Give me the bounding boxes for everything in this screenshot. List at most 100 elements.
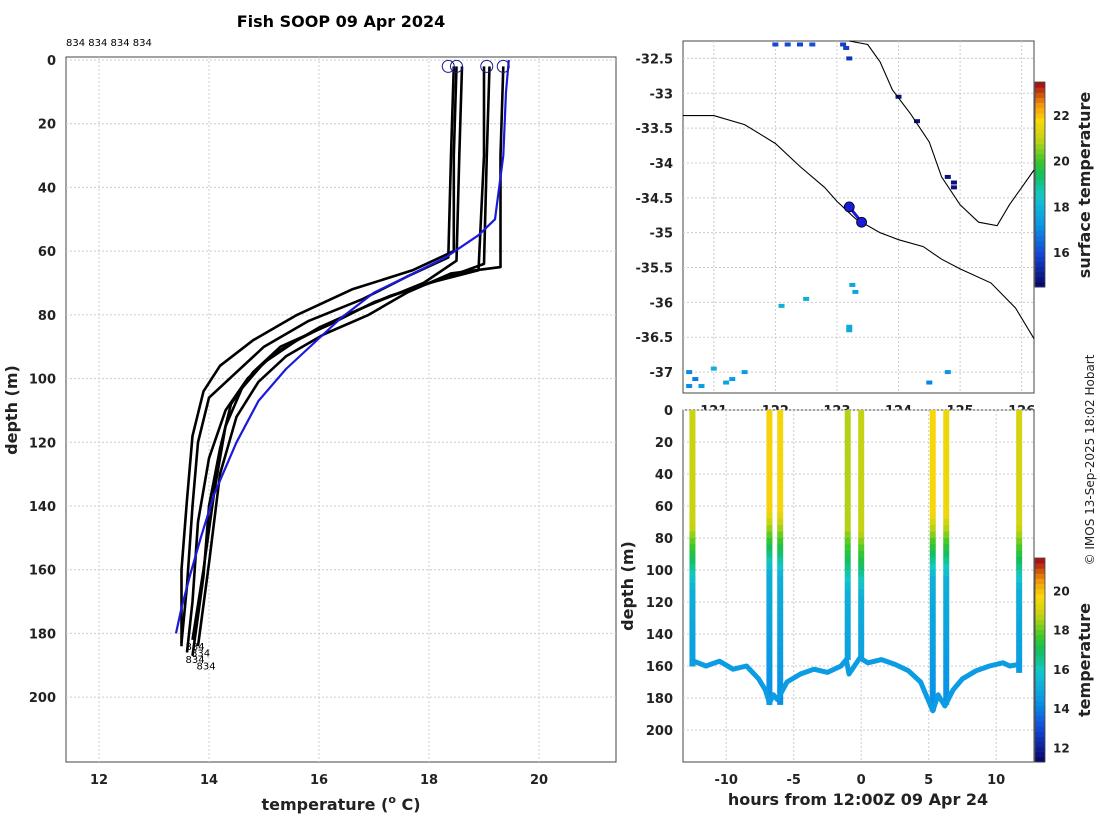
section-cast-segment (777, 557, 784, 565)
section-cast-segment (1016, 563, 1023, 571)
section-cast-segment (929, 582, 936, 590)
section-colorbar-swatch (1035, 614, 1045, 620)
profile-ytick: 60 (38, 245, 56, 260)
map-colorbar-swatch (1035, 117, 1045, 124)
map-coastline (683, 40, 1035, 339)
section-cast-segment (1016, 614, 1023, 622)
section-cast-segment (929, 442, 936, 449)
section-cast-segment (858, 442, 865, 449)
map-colorbar-swatch (1035, 138, 1045, 144)
section-cast-segment (777, 435, 784, 443)
profile-ytick: 140 (29, 500, 56, 515)
section-cast-segment (689, 410, 696, 417)
section-cast-segment (766, 512, 773, 520)
section-colorbar-frame (1034, 557, 1046, 763)
section-cast-segment (777, 621, 784, 629)
section-cast-segment (943, 582, 950, 590)
section-cast-segment (689, 422, 696, 430)
map-sst-point (741, 370, 748, 375)
section-cast-segment (766, 499, 773, 507)
section-cast-segment (777, 512, 784, 520)
map-coastline-line (683, 115, 1035, 339)
section-cast-segment (777, 614, 784, 622)
section-colorbar-swatch (1035, 603, 1045, 610)
section-cast-segment (1016, 493, 1023, 501)
section-cast-segment (766, 563, 773, 571)
map-colorbar-tick: 20 (1053, 155, 1070, 169)
section-cast-segment (777, 448, 784, 456)
section-cast-segment (777, 640, 784, 648)
profile-start-markers (441, 59, 510, 73)
section-cast-segment (929, 467, 936, 475)
section-cast-segment (1016, 518, 1023, 526)
map-sst-point (729, 377, 736, 382)
section-cast-segment (943, 422, 950, 430)
section-colorbar-tick: 12 (1053, 741, 1070, 755)
section-cast-segment (858, 416, 865, 424)
section-cast-segment (1016, 422, 1023, 430)
section-cast-segment (858, 499, 865, 507)
section-colorbar-swatch (1035, 573, 1045, 579)
section-cast-segment (929, 646, 936, 654)
section-cast-segment (844, 640, 851, 648)
section-cast-segment (858, 563, 865, 571)
section-cast-segment (689, 525, 696, 533)
section-cast-segment (1016, 646, 1023, 654)
section-cast-segment (689, 538, 696, 545)
map-sst-point (849, 282, 856, 287)
section-cast-segment (1016, 467, 1023, 475)
section-colorbar-swatch (1035, 675, 1045, 681)
section-xtick: -10 (714, 773, 738, 788)
section-colorbar-swatch (1035, 558, 1045, 564)
section-cast-segment (858, 506, 865, 513)
section-cast-segment (777, 570, 784, 577)
section-cast-segment (844, 634, 851, 641)
section-cast-segment (844, 595, 851, 603)
section-cast-segment (943, 602, 950, 609)
map-colorbar-swatch (1035, 87, 1045, 93)
section-cast-segment (689, 570, 696, 577)
section-cast-segment (858, 544, 865, 552)
section-cast-segment (1016, 461, 1023, 469)
section-cast-segment (1016, 538, 1023, 545)
section-colorbar-swatch (1035, 756, 1045, 763)
section-cast-segment (858, 474, 865, 481)
section-cast-segment (766, 614, 773, 622)
profile-xtick: 12 (90, 773, 108, 788)
section-cast-segment (844, 627, 851, 635)
section-cast-segment (858, 582, 865, 590)
section-cast-segment (1016, 576, 1023, 584)
section-cast-segment (943, 672, 950, 680)
section-cast-segment (844, 646, 851, 654)
section-cast-segment (929, 474, 936, 481)
section-ylabel: depth (m) (618, 541, 637, 631)
section-cast-segment (766, 531, 773, 539)
section-cast-segment (777, 544, 784, 552)
section-cast-segment (943, 678, 950, 686)
profile-end-label: 834 (186, 655, 205, 666)
section-cast-segment (766, 602, 773, 609)
section-cast-segment (844, 493, 851, 501)
section-cast-segment (943, 518, 950, 526)
section-cast-segment (943, 493, 950, 501)
section-cast-segment (943, 640, 950, 648)
section-cast-segment (1016, 474, 1023, 481)
section-cast-segment (689, 454, 696, 462)
section-cast-segment (929, 614, 936, 622)
section-ytick: 120 (646, 596, 673, 611)
section-cast-segment (858, 410, 865, 417)
section-cast-segment (766, 621, 773, 629)
section-cast-segment (943, 685, 950, 693)
profile-ytick: 40 (38, 181, 56, 196)
credit-label: © IMOS 13-Sep-2025 18:02 Hobart (1083, 354, 1097, 565)
map-grid (683, 41, 1034, 393)
map-sst-point (926, 380, 933, 385)
map-colorbar-tick: 18 (1053, 200, 1070, 214)
section-cast-segment (777, 525, 784, 533)
section-cast-segment (689, 621, 696, 629)
section-cast-segment (766, 467, 773, 475)
section-cast-segment (943, 467, 950, 475)
section-cast-segment (844, 550, 851, 558)
profile-ytick: 20 (38, 118, 56, 133)
section-cast-segment (766, 544, 773, 552)
